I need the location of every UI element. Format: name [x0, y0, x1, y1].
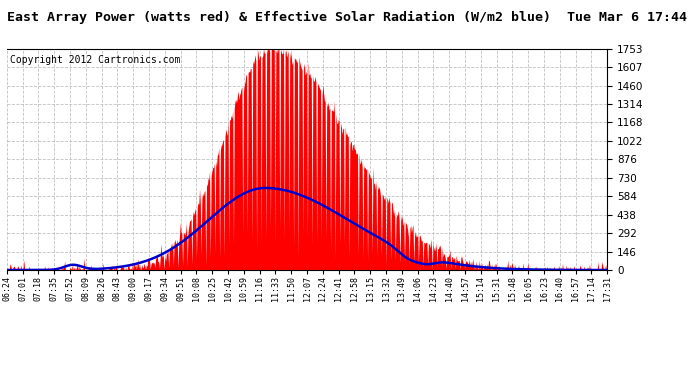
Text: East Array Power (watts red) & Effective Solar Radiation (W/m2 blue)  Tue Mar 6 : East Array Power (watts red) & Effective… [7, 11, 687, 24]
Text: Copyright 2012 Cartronics.com: Copyright 2012 Cartronics.com [10, 56, 180, 65]
